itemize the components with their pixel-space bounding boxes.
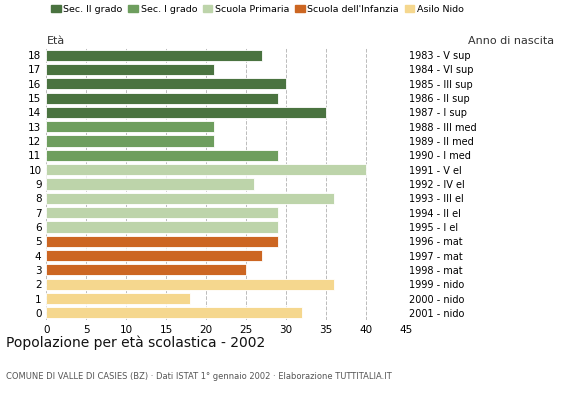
Bar	[46, 50, 262, 61]
Bar	[46, 136, 214, 147]
Text: COMUNE DI VALLE DI CASIES (BZ) · Dati ISTAT 1° gennaio 2002 · Elaborazione TUTTI: COMUNE DI VALLE DI CASIES (BZ) · Dati IS…	[6, 372, 392, 381]
Bar	[46, 193, 334, 204]
Legend: Sec. II grado, Sec. I grado, Scuola Primaria, Scuola dell'Infanzia, Asilo Nido: Sec. II grado, Sec. I grado, Scuola Prim…	[51, 5, 464, 14]
Bar	[46, 178, 254, 190]
Bar	[46, 64, 214, 75]
Bar	[46, 293, 190, 304]
Bar	[46, 221, 278, 232]
Bar	[46, 150, 278, 161]
Bar	[46, 78, 286, 89]
Text: Popolazione per età scolastica - 2002: Popolazione per età scolastica - 2002	[6, 336, 265, 350]
Bar	[46, 236, 278, 247]
Text: Anno di nascita: Anno di nascita	[468, 36, 554, 46]
Bar	[46, 250, 262, 261]
Bar	[46, 207, 278, 218]
Bar	[46, 264, 246, 276]
Bar	[46, 121, 214, 132]
Text: Età: Età	[46, 36, 64, 46]
Bar	[46, 107, 326, 118]
Bar	[46, 92, 278, 104]
Bar	[46, 307, 302, 318]
Bar	[46, 164, 366, 175]
Bar	[46, 279, 334, 290]
